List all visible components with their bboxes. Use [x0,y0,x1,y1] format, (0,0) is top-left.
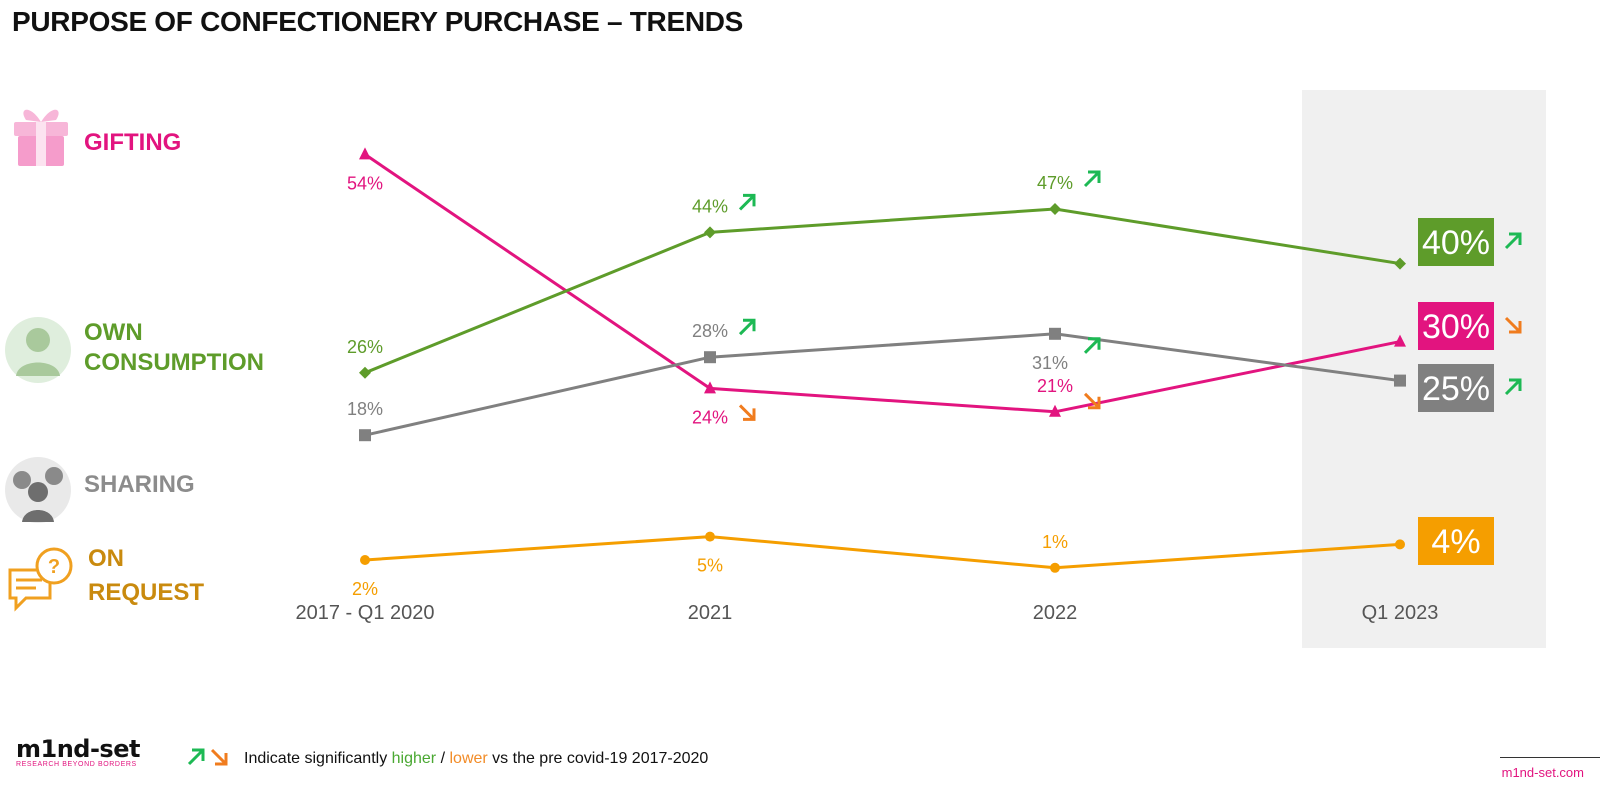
x-tick-label: 2022 [1033,602,1078,624]
arrow-up-icon [187,748,205,766]
x-tick-label: 2017 - Q1 2020 [296,602,435,624]
legend-on-request-line2: REQUEST [88,579,205,606]
data-label: 25% [1422,370,1490,408]
question-speech-icon: ? [8,547,73,612]
legend-own-consumption: OWN CONSUMPTION [84,318,264,378]
data-point-marker [704,381,716,394]
data-label: 26% [347,337,383,357]
arrow-up-icon [1504,232,1522,250]
arrow-up-icon [738,193,756,211]
data-label: 47% [1037,173,1073,193]
data-point-marker [359,429,371,442]
x-tick-label: 2021 [688,602,733,624]
data-label: 4% [1431,523,1480,561]
svg-text:?: ? [48,556,60,578]
series-line-1 [364,207,1401,375]
legend-on-request: ON REQUEST [88,542,204,610]
data-point-marker [705,531,715,542]
gift-icon [14,109,68,166]
q1-2023-value-box [1418,218,1494,266]
data-label: 30% [1422,308,1490,346]
data-label: 21% [1037,376,1073,396]
data-point-marker [1394,374,1406,387]
arrow-down-icon [1504,316,1522,334]
data-label: 28% [692,321,728,341]
series-line-3 [364,535,1401,570]
legend-own-consumption-line2: CONSUMPTION [84,349,264,376]
data-label: 31% [1032,353,1068,373]
legend-on-request-line1: ON [88,545,124,572]
series-line-2 [364,332,1401,437]
legend-arrows [187,748,228,766]
data-point-marker [360,555,370,565]
q1-2023-value-box [1418,517,1494,565]
note-higher: higher [391,750,437,767]
site-link[interactable]: m1nd-set.com [1501,765,1584,780]
data-point-marker [359,147,371,160]
series-line-0 [364,153,1401,414]
legend-sharing: SHARING [84,470,195,500]
person-icon [5,317,71,383]
logo-tagline: RESEARCH BEYOND BORDERS [16,761,137,768]
note-prefix: Indicate significantly [244,750,388,767]
data-label: 54% [347,173,383,193]
arrow-up-icon [738,318,756,336]
data-point-marker [704,351,716,364]
logo-text: m1nd-set [16,735,140,763]
data-label: 24% [692,407,728,427]
x-tick-label: Q1 2023 [1362,602,1439,624]
data-label: 18% [347,399,383,419]
data-point-marker [704,226,716,239]
data-point-marker [1049,404,1061,417]
data-label: 44% [692,196,728,216]
legend-gifting-label: GIFTING [84,129,182,156]
data-point-marker [1049,203,1061,215]
group-icon [5,457,71,523]
arrow-down-icon [738,404,756,421]
legend-sharing-label: SHARING [84,471,195,498]
arrow-down-icon [210,748,228,766]
footer-divider [1500,757,1600,758]
data-point-marker [1395,539,1405,550]
note-lower: lower [449,750,488,767]
data-label: 40% [1422,224,1490,262]
data-point-marker [359,366,371,379]
data-point-marker [1394,334,1406,347]
data-point-marker [1394,257,1406,270]
q1-2023-value-box [1418,364,1494,412]
mindset-logo: m1nd-set RESEARCH BEYOND BORDERS [16,735,140,768]
data-point-marker [1050,562,1060,573]
significance-note: Indicate significantly higher / lower vs… [244,750,708,768]
arrow-up-icon [1504,378,1522,396]
data-label: 2% [352,579,378,599]
data-label: 5% [697,556,723,576]
arrow-up-icon [1083,170,1101,188]
legend-gifting: GIFTING [84,128,181,158]
page-title: PURPOSE OF CONFECTIONERY PURCHASE – TREN… [12,6,744,37]
legend-own-consumption-line1: OWN [84,319,143,346]
note-sep: / [440,750,446,767]
note-suffix: vs the pre covid-19 2017-2020 [492,750,709,767]
arrow-down-icon [1083,392,1101,410]
arrow-up-icon [1083,337,1101,354]
data-label: 1% [1042,532,1068,552]
q1-2023-value-box [1418,302,1494,350]
data-point-marker [1049,327,1061,340]
